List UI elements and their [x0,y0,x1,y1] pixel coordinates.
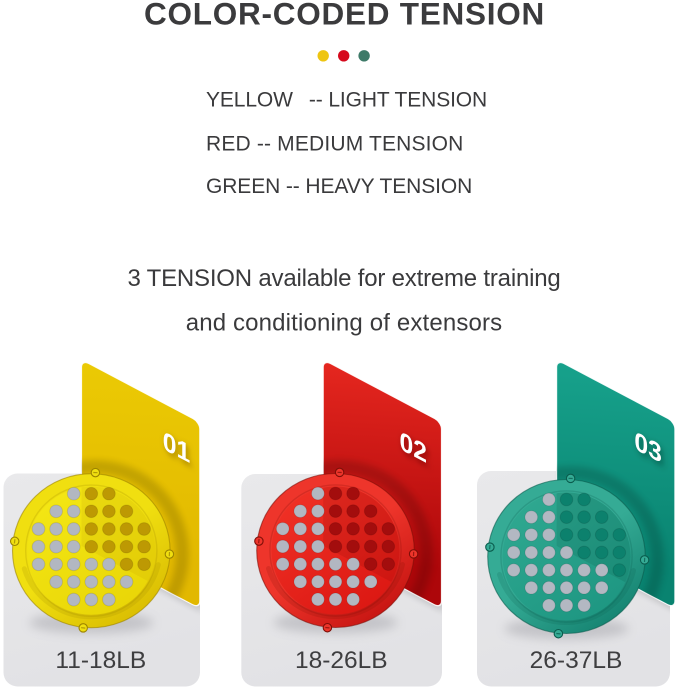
svg-text:RED -- MEDIUM TENSION: RED -- MEDIUM TENSION [206,133,464,156]
svg-text:COLOR-CODED TENSION: COLOR-CODED TENSION [144,0,545,32]
svg-text:3 TENSION available for extrem: 3 TENSION available for extreme training [127,265,560,292]
svg-text:and conditioning of extensors: and conditioning of extensors [186,310,503,337]
svg-text:18-26LB: 18-26LB [295,647,388,674]
svg-text:GREEN -- HEAVY TENSION: GREEN -- HEAVY TENSION [206,175,472,198]
svg-text:11-18LB: 11-18LB [55,647,146,674]
svg-text:26-37LB: 26-37LB [530,647,623,674]
svg-text:YELLOW -- LIGHT TENSION: YELLOW -- LIGHT TENSION [206,88,487,111]
